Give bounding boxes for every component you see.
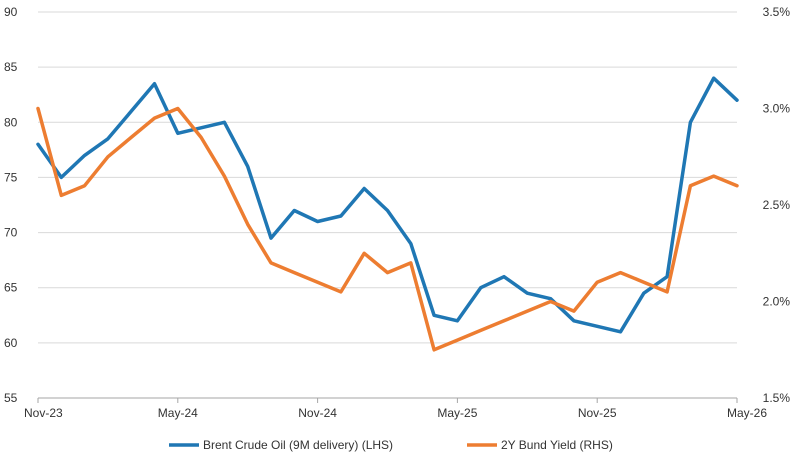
- x-axis-tick-label: Nov-24: [298, 406, 337, 420]
- series-line-bund: [36, 106, 739, 352]
- right-axis-tick-label: 3.5%: [763, 5, 791, 19]
- x-axis-tick-label: May-24: [158, 406, 198, 420]
- series-line-brent: [36, 76, 739, 334]
- gridlines: [38, 11, 737, 399]
- left-axis-tick-label: 70: [4, 226, 18, 240]
- x-axis-tick-label: Nov-25: [578, 406, 617, 420]
- left-axis-tick-label: 60: [4, 336, 18, 350]
- right-axis-ticks: 1.5% 2.0% 2.5% 3.0% 3.5%: [763, 5, 791, 405]
- left-axis-tick-label: 75: [4, 170, 18, 184]
- left-axis-tick-label: 55: [4, 391, 18, 405]
- left-axis-tick-label: 90: [4, 5, 18, 19]
- legend-label-bund: 2Y Bund Yield (RHS): [501, 438, 613, 452]
- left-axis-ticks: 55 60 65 70 75 80 85 90: [4, 5, 18, 405]
- right-axis-tick-label: 3.0%: [763, 102, 791, 116]
- legend: Brent Crude Oil (9M delivery) (LHS) 2Y Bu…: [169, 438, 613, 452]
- left-axis-tick-label: 65: [4, 281, 18, 295]
- right-axis-tick-label: 2.5%: [763, 198, 791, 212]
- series-lines: [36, 76, 739, 352]
- left-axis-tick-label: 80: [4, 115, 18, 129]
- x-axis-tick-label: May-26: [727, 406, 767, 420]
- right-axis-tick-label: 2.0%: [763, 295, 791, 309]
- left-axis-tick-label: 85: [4, 60, 18, 74]
- x-axis-tick-label: May-25: [437, 406, 477, 420]
- x-axis-ticks: Nov-23 May-24 Nov-24 May-25 Nov-25 May-26: [24, 398, 767, 420]
- right-axis-tick-label: 1.5%: [763, 391, 791, 405]
- legend-label-brent: Brent Crude Oil (9M delivery) (LHS): [203, 438, 393, 452]
- x-axis-tick-label: Nov-23: [24, 406, 63, 420]
